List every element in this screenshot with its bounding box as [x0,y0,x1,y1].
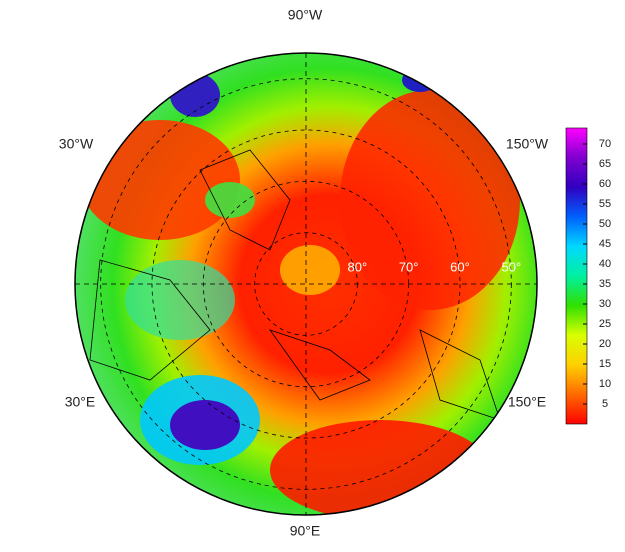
colorbar-tick-label: 70 [599,138,611,150]
colorbar-tick-label: 65 [599,158,611,170]
colorbar-tick-label: 35 [599,278,611,290]
colorbar-tick-label: 60 [599,178,611,190]
map-border [74,52,538,516]
lon-label: 30°E [65,394,96,410]
colorbar-tick-label: 20 [599,338,611,350]
colorbar-tick-label: 25 [599,318,611,330]
lat-label: 80° [347,259,367,274]
parallel [151,129,461,439]
parallel [202,180,410,388]
lat-label: 60° [450,259,470,274]
lat-label: 50° [501,259,521,274]
lon-label: 150°E [508,394,546,410]
lon-label: 150°W [506,136,549,152]
colorbar-tick-label: 30 [599,298,611,310]
colorbar-tick-label: 5 [602,398,608,410]
colorbar-tick-label: 40 [599,258,611,270]
colorbar-tick-label: 45 [599,238,611,250]
graticule: 80° 70° 60° 50° [75,53,537,515]
lon-label: 30°W [59,136,94,152]
lon-label: 90°E [290,523,321,539]
colorbar-scale [566,128,587,424]
colorbar-tick-label: 15 [599,358,611,370]
colorbar-tick-label: 50 [599,218,611,230]
colorbar: 5 10 15 20 25 30 35 40 45 50 55 60 65 70 [565,127,611,425]
parallel [100,78,512,490]
colorbar-tick-label: 55 [599,198,611,210]
lon-label: 90°W [288,7,323,23]
parallel [254,232,358,336]
lat-label: 70° [399,259,419,274]
colorbar-tick-label: 10 [599,378,611,390]
colorbar-frame [565,127,588,425]
